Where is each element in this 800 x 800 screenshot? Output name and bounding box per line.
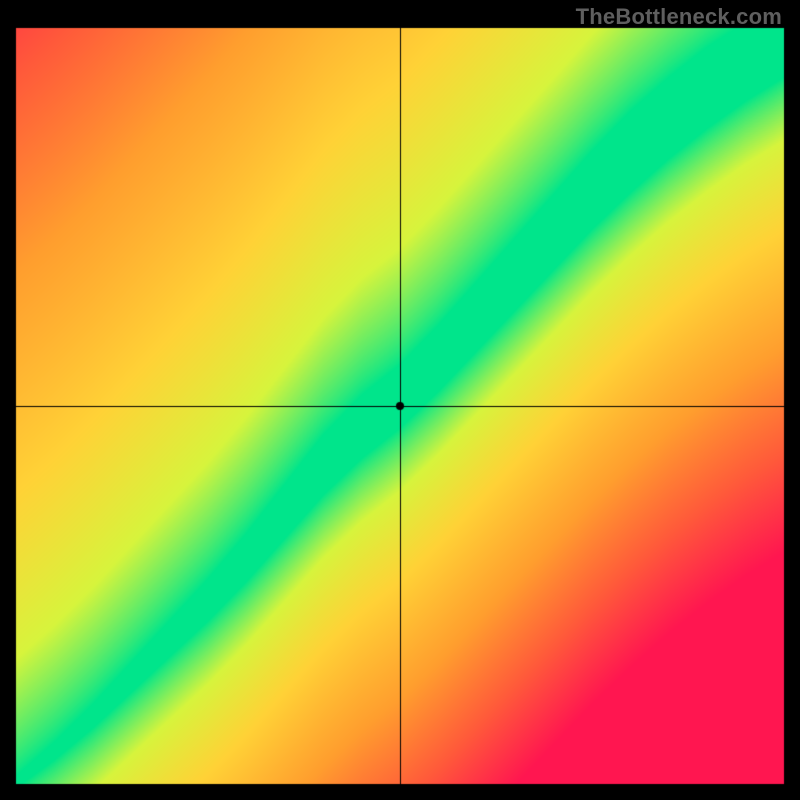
- bottleneck-heatmap-canvas: [0, 0, 800, 800]
- watermark-text: TheBottleneck.com: [576, 4, 782, 30]
- figure-container: TheBottleneck.com: [0, 0, 800, 800]
